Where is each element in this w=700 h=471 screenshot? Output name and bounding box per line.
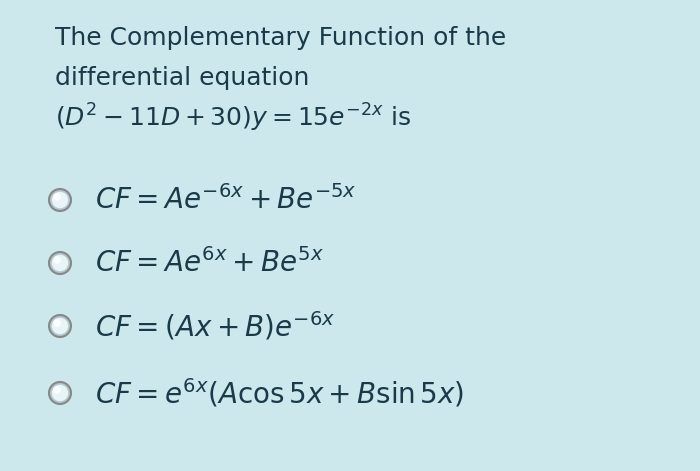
- Circle shape: [53, 386, 61, 394]
- Circle shape: [49, 189, 71, 211]
- Circle shape: [53, 256, 61, 264]
- Circle shape: [53, 193, 61, 201]
- Text: $(D^2 - 11D + 30)y = 15e^{-2x}$ is: $(D^2 - 11D + 30)y = 15e^{-2x}$ is: [55, 102, 411, 134]
- Text: The Complementary Function of the: The Complementary Function of the: [55, 26, 506, 50]
- Text: $CF = Ae^{6x} + Be^{5x}$: $CF = Ae^{6x} + Be^{5x}$: [95, 248, 324, 278]
- Circle shape: [49, 252, 71, 274]
- Text: $CF = Ae^{-6x} + Be^{-5x}$: $CF = Ae^{-6x} + Be^{-5x}$: [95, 185, 356, 215]
- Circle shape: [52, 318, 69, 334]
- Circle shape: [53, 319, 61, 327]
- Circle shape: [49, 315, 71, 337]
- Text: $CF = e^{6x}(A\cos 5x + B\sin 5x)$: $CF = e^{6x}(A\cos 5x + B\sin 5x)$: [95, 376, 464, 409]
- Circle shape: [49, 382, 71, 404]
- Circle shape: [52, 192, 69, 208]
- Text: differential equation: differential equation: [55, 66, 309, 90]
- Text: $CF = (Ax + B)e^{-6x}$: $CF = (Ax + B)e^{-6x}$: [95, 309, 335, 342]
- Circle shape: [52, 385, 69, 401]
- Circle shape: [52, 255, 69, 271]
